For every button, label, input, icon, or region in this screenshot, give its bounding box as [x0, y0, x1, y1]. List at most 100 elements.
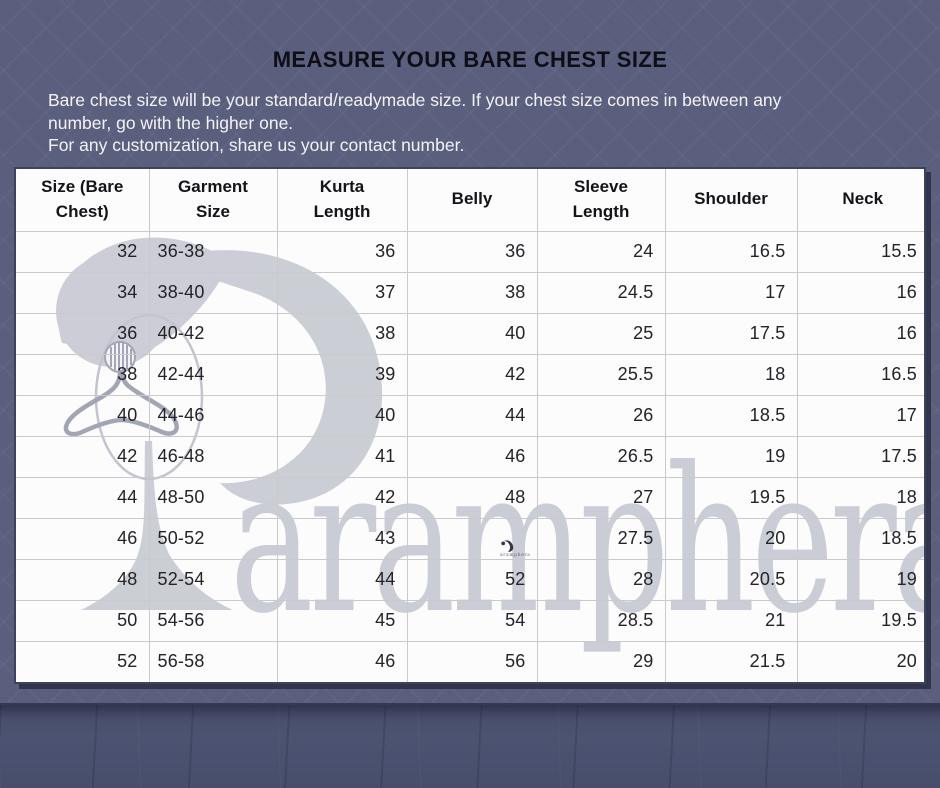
table-row: 44 48-50 42 48 27 19.5 18 — [16, 477, 924, 519]
column-header: Neck — [797, 169, 924, 232]
table-cell: 40-42 — [149, 313, 278, 355]
table-cell: 48 — [407, 477, 538, 519]
table-cell: 52 — [407, 559, 538, 601]
table-cell: 52 — [16, 641, 150, 682]
column-header: Garment Size — [149, 169, 278, 232]
table-cell: 25 — [537, 313, 666, 355]
page-title: MEASURE YOUR BARE CHEST SIZE — [272, 47, 668, 72]
table-cell: 17 — [797, 395, 924, 437]
table-cell: 26 — [537, 395, 666, 437]
table-row: 36 40-42 38 40 25 17.5 16 — [16, 313, 924, 355]
table-cell: 42-44 — [149, 354, 278, 396]
table-cell: 18 — [665, 354, 798, 396]
table-cell: 25.5 — [537, 354, 666, 396]
table-cell: 36 — [277, 231, 408, 273]
table-cell: 19 — [665, 436, 798, 478]
table-row: 50 54-56 45 54 28.5 21 19.5 — [16, 600, 924, 642]
table-cell: 32 — [16, 231, 150, 273]
table-cell: 38-40 — [149, 272, 278, 314]
table-cell: 27.5 — [537, 518, 666, 560]
table-cell: 17 — [665, 272, 798, 314]
table-cell: 44-46 — [149, 395, 278, 437]
table-cell: 28 — [537, 559, 666, 601]
table-cell: 54 — [407, 600, 538, 642]
column-header: Kurta Length — [277, 169, 408, 232]
table-cell: 20 — [665, 518, 798, 560]
table-cell: 44 — [277, 559, 408, 601]
header-row: Size (Bare Chest) Garment Size Kurta Lengt… — [16, 169, 924, 232]
table-cell: 40 — [16, 395, 150, 437]
table-cell: 19.5 — [665, 477, 798, 519]
table-cell: 46 — [16, 518, 150, 560]
table-cell: 52-54 — [149, 559, 278, 601]
table-cell: 42 — [407, 354, 538, 396]
table-row: 32 36-38 36 36 24 16.5 15.5 — [16, 231, 924, 273]
table-row: 34 38-40 37 38 24.5 17 16 — [16, 272, 924, 314]
table-cell: 21.5 — [665, 641, 798, 682]
table-cell: 42 — [16, 436, 150, 478]
table-row: 40 44-46 40 44 26 18.5 17 — [16, 395, 924, 437]
table-cell: 37 — [277, 272, 408, 314]
table-cell: 45 — [277, 600, 408, 642]
table-cell: 46-48 — [149, 436, 278, 478]
table-cell: 56 — [407, 641, 538, 682]
table-cell: 17.5 — [797, 436, 924, 478]
table-cell: 39 — [277, 354, 408, 396]
table-cell: 48 — [16, 559, 150, 601]
table-cell: 26.5 — [537, 436, 666, 478]
description-line: For any customization, share us your con… — [48, 135, 465, 155]
column-header: Belly — [407, 169, 538, 232]
table-cell: 46 — [277, 641, 408, 682]
table-cell: 21 — [665, 600, 798, 642]
table-cell: 40 — [407, 313, 538, 355]
table-cell: 44 — [407, 395, 538, 437]
description-line: Bare chest size will be your standard/re… — [48, 90, 782, 110]
table-cell: 19 — [797, 559, 924, 601]
table-cell: 38 — [407, 272, 538, 314]
table-cell: 46 — [407, 436, 538, 478]
table-row: 48 52-54 44 52 28 20.5 19 — [16, 559, 924, 601]
table-cell: 24 — [537, 231, 666, 273]
table-cell: 18.5 — [665, 395, 798, 437]
table-cell: 18.5 — [797, 518, 924, 560]
description: Bare chest size will be your standard/re… — [48, 89, 908, 157]
column-header: Shoulder — [665, 169, 798, 232]
table-cell: 16.5 — [797, 354, 924, 396]
table-cell: 16 — [797, 313, 924, 355]
table-cell: 42 — [277, 477, 408, 519]
table-cell: 20.5 — [665, 559, 798, 601]
table-cell: 24.5 — [537, 272, 666, 314]
table-cell: 36 — [16, 313, 150, 355]
table-cell: 44 — [16, 477, 150, 519]
table-cell: 17.5 — [665, 313, 798, 355]
table-cell: 18 — [797, 477, 924, 519]
table-cell: 41 — [277, 436, 408, 478]
description-line: number, go with the higher one. — [48, 112, 294, 133]
floor-background — [0, 703, 940, 788]
table-row: 42 46-48 41 46 26.5 19 17.5 — [16, 436, 924, 478]
table-cell: 16.5 — [665, 231, 798, 273]
table-row: 38 42-44 39 42 25.5 18 16.5 — [16, 354, 924, 396]
table-row: 46 50-52 43 27.5 20 18.5 — [16, 518, 924, 560]
table-cell: 54-56 — [149, 600, 278, 642]
table-cell: 34 — [16, 272, 150, 314]
table-row: 52 56-58 46 56 29 21.5 20 — [16, 641, 924, 682]
table-body: 32 36-38 36 36 24 16.5 15.5 34 38-40 37 38 24.5 17 16… — [16, 231, 924, 682]
table-cell: 19.5 — [797, 600, 924, 642]
table-cell: 15.5 — [797, 231, 924, 273]
table-cell: 50-52 — [149, 518, 278, 560]
column-header: Sleeve Length — [537, 169, 666, 232]
table-cell: 38 — [277, 313, 408, 355]
table-cell: 27 — [537, 477, 666, 519]
size-chart-table: Size (Bare Chest) Garment Size Kurta Lengt… — [16, 169, 924, 682]
table-cell — [407, 518, 538, 560]
table-cell: 16 — [797, 272, 924, 314]
table-cell: 40 — [277, 395, 408, 437]
size-chart-card: aramphera aramphera Size (Bare Chest) Gar… — [14, 167, 926, 684]
table-cell: 36-38 — [149, 231, 278, 273]
table-cell: 20 — [896, 651, 917, 672]
table-cell: 50 — [16, 600, 150, 642]
table-cell: 28.5 — [537, 600, 666, 642]
table-cell: 56-58 — [149, 641, 278, 682]
